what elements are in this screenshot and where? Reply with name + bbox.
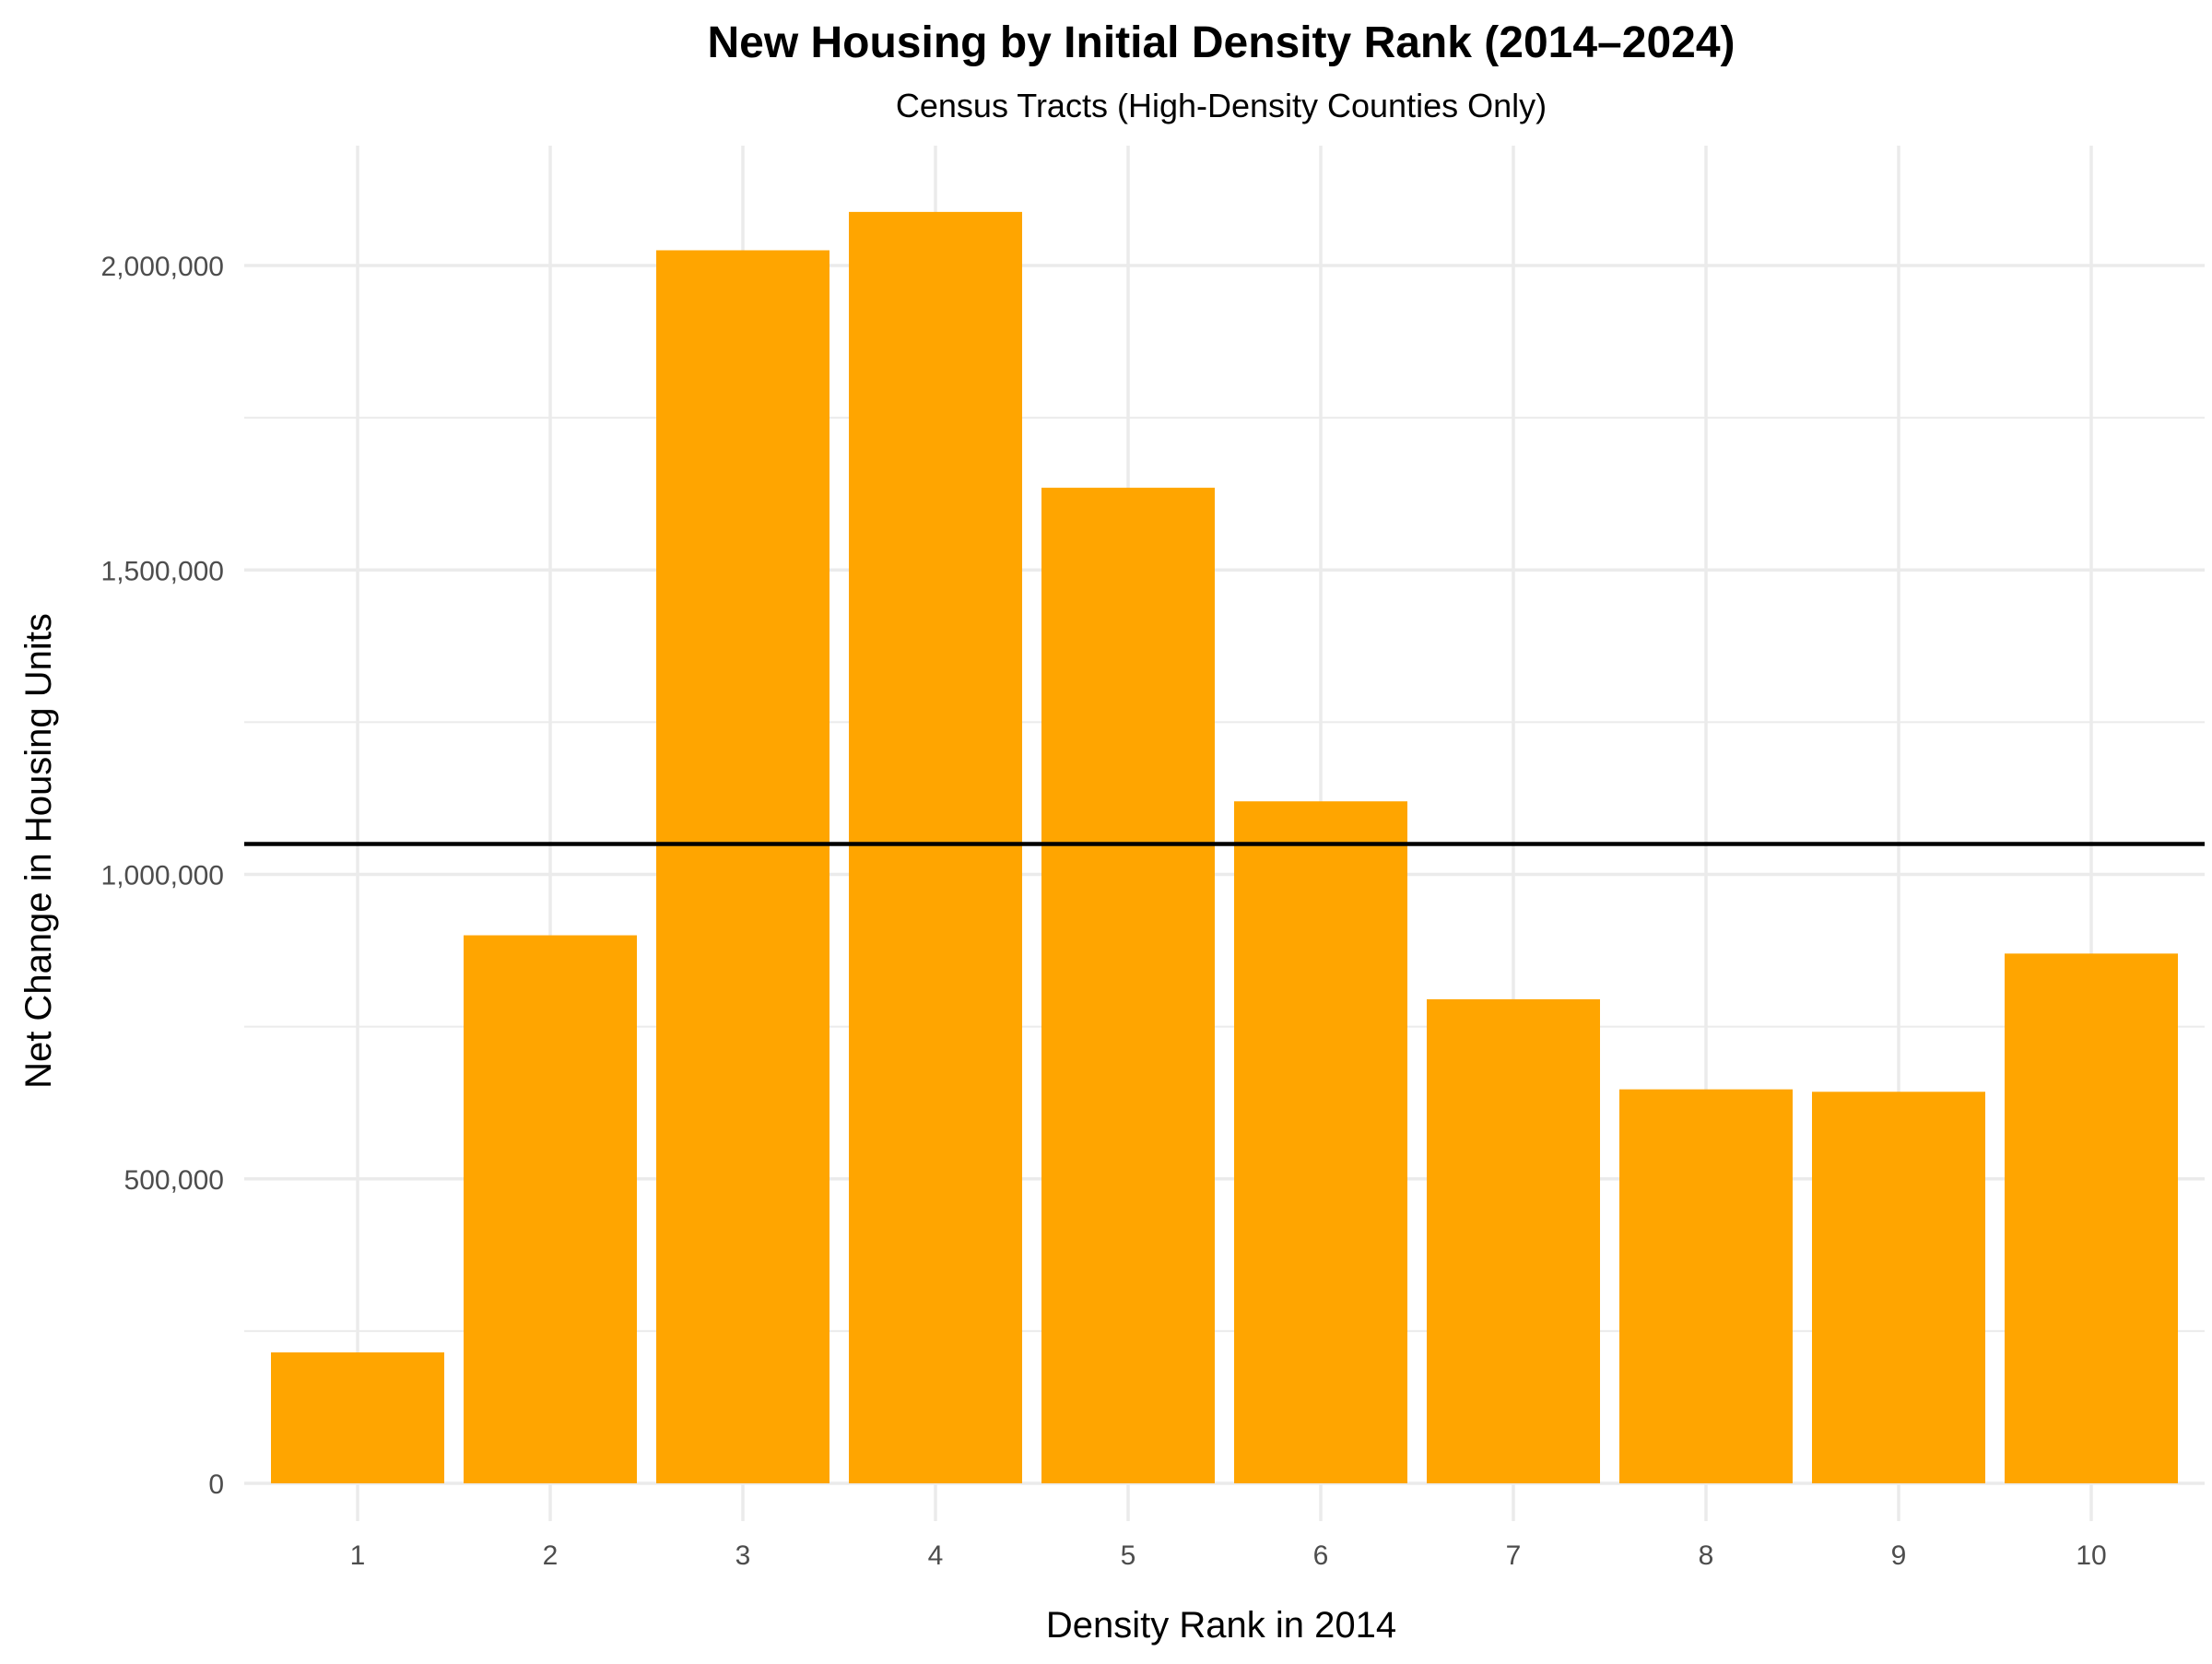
- y-tick-label: 1,500,000: [101, 556, 224, 586]
- x-tick-label: 1: [350, 1540, 366, 1571]
- y-tick-label: 1,000,000: [101, 861, 224, 891]
- bar-rank-5: [1041, 488, 1215, 1483]
- chart-subtitle: Census Tracts (High-Density Counties Onl…: [896, 87, 1547, 124]
- y-tick-label: 0: [208, 1469, 224, 1500]
- x-tick-label: 4: [928, 1540, 944, 1571]
- x-tick-label: 6: [1313, 1540, 1329, 1571]
- bar-rank-4: [849, 211, 1022, 1484]
- y-tick-label: 500,000: [124, 1165, 224, 1196]
- x-tick-label: 7: [1506, 1540, 1522, 1571]
- x-tick-label: 8: [1699, 1540, 1714, 1571]
- bar-rank-8: [1619, 1089, 1793, 1483]
- y-axis-title: Net Change in Housing Units: [18, 613, 59, 1089]
- x-tick-label: 2: [543, 1540, 559, 1571]
- bar-rank-9: [1812, 1092, 1985, 1483]
- bar-rank-10: [2005, 953, 2178, 1483]
- bar-rank-1: [271, 1351, 444, 1483]
- bar-rank-7: [1427, 998, 1600, 1483]
- chart-title: New Housing by Initial Density Rank (201…: [707, 18, 1735, 67]
- y-axis-ticks: 0 500,000 1,000,000 1,500,000 2,000,000: [101, 252, 224, 1500]
- bar-rank-6: [1234, 801, 1407, 1483]
- x-tick-label: 3: [735, 1540, 751, 1571]
- bar-rank-2: [464, 935, 637, 1483]
- y-tick-label: 2,000,000: [101, 252, 224, 282]
- x-tick-label: 10: [2076, 1540, 2106, 1571]
- x-axis-ticks: 1 2 3 4 5 6 7 8 9 10: [350, 1540, 2107, 1571]
- x-tick-label: 5: [1121, 1540, 1136, 1571]
- bar-layer: [271, 211, 2178, 1484]
- x-axis-title: Density Rank in 2014: [1046, 1605, 1396, 1646]
- bar-rank-3: [656, 250, 830, 1483]
- x-tick-label: 9: [1891, 1540, 1907, 1571]
